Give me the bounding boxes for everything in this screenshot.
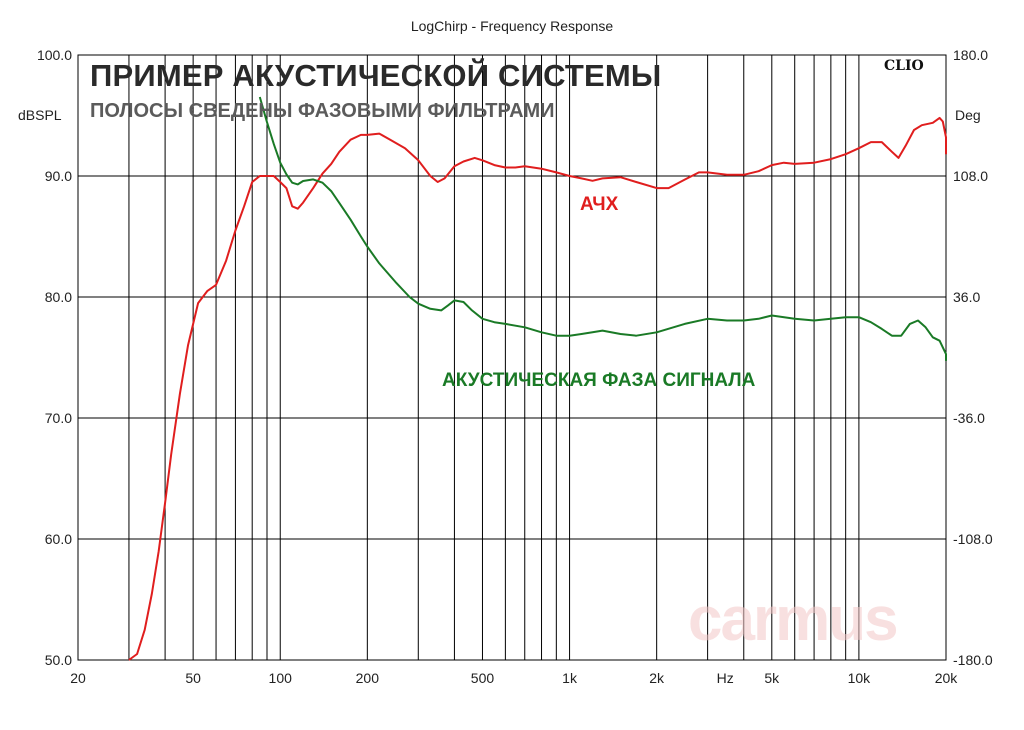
x-tick-label: 1k: [562, 670, 578, 686]
series-layer: [128, 96, 947, 661]
y-left-tick-label: 90.0: [45, 168, 72, 184]
series-label-phase: АКУСТИЧЕСКАЯ ФАЗА СИГНАЛА: [442, 370, 756, 391]
x-tick-label: 5k: [764, 670, 780, 686]
chart-title: ПРИМЕР АКУСТИЧЕСКОЙ СИСТЕМЫ: [90, 58, 662, 93]
x-tick-label: 200: [356, 670, 380, 686]
x-tick-label: 10k: [848, 670, 872, 686]
left-axis-unit: dBSPL: [18, 107, 62, 123]
series-line-1: [258, 96, 947, 361]
y-left-tick-label: 60.0: [45, 531, 72, 547]
watermark-logo: carmus: [688, 585, 899, 654]
y-left-tick-label: 80.0: [45, 289, 72, 305]
x-tick-label: 20: [70, 670, 86, 686]
y-right-tick-label: 36.0: [953, 289, 980, 305]
x-tick-label: 50: [185, 670, 201, 686]
x-tick-label: 500: [471, 670, 495, 686]
vertical-grid: [128, 55, 947, 660]
x-tick-label: 100: [269, 670, 293, 686]
brand-logo: CLIO: [884, 58, 924, 74]
y-right-tick-label: -180.0: [953, 652, 993, 668]
series-label-spl: АЧХ: [580, 194, 619, 215]
y-left-tick-label: 70.0: [45, 410, 72, 426]
right-axis-unit: Deg: [955, 107, 981, 123]
y-right-tick-label: 108.0: [953, 168, 988, 184]
y-right-tick-label: -108.0: [953, 531, 993, 547]
y-left-tick-label: 50.0: [45, 652, 72, 668]
x-tick-label: 20k: [935, 670, 959, 686]
tick-labels: 20 50 100 200 500 1k 2k 5k 10k 20k Hz 50.0 60.0 70.0 8…: [37, 47, 993, 686]
horizontal-grid: [78, 175, 946, 540]
window-title: LogChirp - Frequency Response: [410, 18, 614, 34]
y-right-tick-label: 180.0: [953, 47, 988, 63]
chart-subtitle: ПОЛОСЫ СВЕДЕНЫ ФАЗОВЫМИ ФИЛЬТРАМИ: [90, 100, 555, 122]
plot-frame: [77, 54, 947, 661]
series-line-0: [128, 116, 947, 661]
y-right-tick-label: -36.0: [953, 410, 985, 426]
y-left-tick-label: 100.0: [37, 47, 72, 63]
x-tick-label: 2k: [649, 670, 665, 686]
x-unit-label: Hz: [717, 670, 734, 686]
